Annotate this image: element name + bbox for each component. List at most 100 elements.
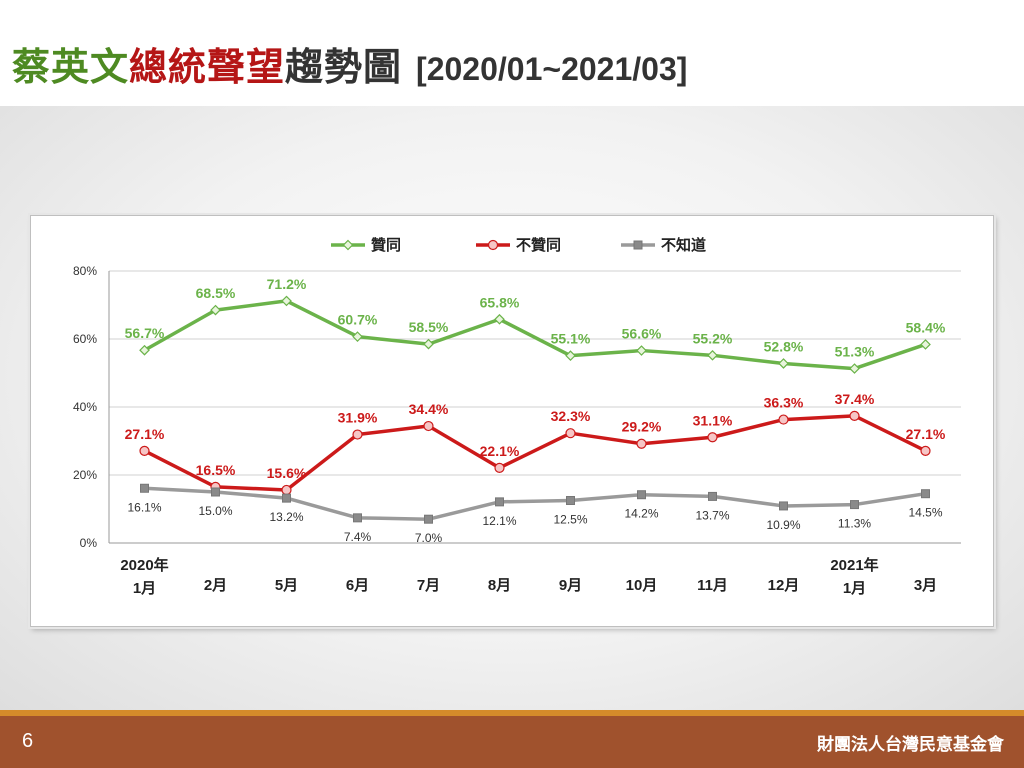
chart-panel: 贊同 不贊同 不知道 0% 20% 40% 60% 80% 2020年 1月 2月 5月 6月 7月 8月… <box>30 215 994 627</box>
unknown-data-label: 13.2% <box>269 510 303 524</box>
unknown-data-label: 10.9% <box>766 518 800 532</box>
disapprove-point <box>849 410 860 421</box>
x-tick-label: 3月 <box>914 577 937 594</box>
approve-data-label: 55.2% <box>693 330 733 346</box>
unknown-data-label: 13.7% <box>695 508 729 522</box>
approve-data-label: 56.7% <box>125 325 165 341</box>
disapprove-point <box>778 414 789 425</box>
x-tick-label-year: 2020年 <box>120 556 168 574</box>
unknown-point <box>921 489 930 499</box>
unknown-line <box>144 486 926 521</box>
disapprove-point <box>565 428 576 439</box>
x-tick-label: 8月 <box>488 577 511 594</box>
disapprove-data-label: 15.6% <box>267 465 307 481</box>
disapprove-point <box>636 438 647 449</box>
disapprove-point <box>139 445 150 456</box>
approve-data-label: 56.6% <box>622 326 662 342</box>
title-part-name: 蔡英文 <box>12 45 130 89</box>
legend-unknown-label: 不知道 <box>661 236 706 254</box>
unknown-point <box>566 496 575 505</box>
legend-disapprove-label: 不贊同 <box>516 236 561 254</box>
disapprove-data-label: 37.4% <box>835 391 875 407</box>
footer-accent-line <box>0 710 1024 716</box>
title-bar: 蔡英文總統聲望趨勢圖 [2020/01~2021/03] <box>0 0 1024 106</box>
disapprove-data-label: 31.1% <box>693 412 733 428</box>
disapprove-point <box>920 445 931 456</box>
approve-data-label: 51.3% <box>835 344 875 360</box>
y-tick-label: 40% <box>73 400 97 414</box>
disapprove-point <box>494 462 505 473</box>
approve-point <box>139 344 150 356</box>
approve-data-label: 58.4% <box>906 319 946 335</box>
approve-line <box>143 299 927 371</box>
title-part-subject: 總統聲望 <box>129 45 286 89</box>
unknown-data-label: 11.3% <box>838 517 871 531</box>
x-tick-label: 9月 <box>559 577 582 594</box>
approve-point <box>707 349 718 361</box>
disapprove-data-label: 34.4% <box>409 401 449 417</box>
disapprove-point <box>423 420 434 432</box>
approve-data-label: 60.7% <box>338 312 378 328</box>
x-tick-label: 6月 <box>346 577 369 594</box>
unknown-data-label: 15.0% <box>198 504 232 518</box>
unknown-point <box>850 500 859 510</box>
organization-name: 財團法人台灣民意基金會 <box>817 735 1004 755</box>
x-tick-label: 1月 <box>843 580 866 597</box>
disapprove-data-label: 36.3% <box>764 395 804 411</box>
y-tick-label: 0% <box>80 536 98 550</box>
unknown-data-label: 7.0% <box>415 531 443 545</box>
disapprove-point <box>352 429 363 440</box>
approve-point <box>423 338 434 350</box>
unknown-point <box>140 483 149 493</box>
slide-title: 蔡英文總統聲望趨勢圖 [2020/01~2021/03] <box>12 36 687 91</box>
approve-point <box>494 313 505 325</box>
disapprove-data-label: 31.9% <box>338 410 378 426</box>
x-tick-label: 2月 <box>204 577 227 594</box>
x-tick-label-year: 2021年 <box>830 556 878 574</box>
line-chart: 贊同 不贊同 不知道 0% 20% 40% 60% 80% 2020年 1月 2月 5月 6月 7月 8月… <box>73 236 961 597</box>
title-date-range: [2020/01~2021/03] <box>416 51 688 87</box>
disapprove-data-label: 29.2% <box>622 419 662 435</box>
approve-data-label: 52.8% <box>764 338 804 354</box>
y-tick-label: 80% <box>73 264 97 278</box>
footer-bar: 6 財團法人台灣民意基金會 <box>0 716 1024 768</box>
approve-point <box>778 358 789 369</box>
unknown-data-label: 7.4% <box>344 530 372 544</box>
disapprove-point <box>707 432 718 443</box>
page-number: 6 <box>22 730 34 752</box>
approve-point <box>281 295 292 307</box>
y-tick-label: 20% <box>73 468 97 482</box>
approve-point <box>210 304 221 316</box>
approve-data-label: 58.5% <box>409 319 449 335</box>
legend-unknown-marker <box>633 240 643 250</box>
unknown-point <box>708 491 717 501</box>
approve-data-label: 68.5% <box>196 285 236 301</box>
title-part-chart: 趨勢圖 <box>285 45 403 89</box>
approve-data-label: 71.2% <box>267 276 307 292</box>
legend-disapprove-marker <box>487 239 499 251</box>
unknown-point <box>495 497 504 507</box>
disapprove-point <box>281 484 292 496</box>
disapprove-data-label: 32.3% <box>551 408 591 424</box>
disapprove-data-label: 27.1% <box>125 426 165 442</box>
x-tick-label: 10月 <box>626 577 658 594</box>
unknown-data-label: 12.5% <box>553 513 587 527</box>
unknown-point <box>779 501 788 511</box>
unknown-point <box>282 493 291 503</box>
approve-point <box>636 345 647 356</box>
unknown-point <box>637 490 646 500</box>
x-tick-label: 11月 <box>697 577 728 594</box>
legend-approve-marker <box>342 239 354 251</box>
unknown-point <box>211 487 220 497</box>
x-tick-label: 1月 <box>133 580 156 597</box>
x-tick-label: 5月 <box>275 577 298 594</box>
x-tick-label: 12月 <box>768 577 800 594</box>
disapprove-data-label: 27.1% <box>906 426 946 442</box>
disapprove-data-label: 16.5% <box>196 462 236 478</box>
unknown-data-label: 16.1% <box>127 500 161 514</box>
unknown-point <box>353 513 362 523</box>
y-tick-label: 60% <box>73 332 97 346</box>
approve-data-label: 55.1% <box>551 331 591 347</box>
approve-point <box>352 331 363 342</box>
unknown-data-label: 14.5% <box>908 506 942 520</box>
